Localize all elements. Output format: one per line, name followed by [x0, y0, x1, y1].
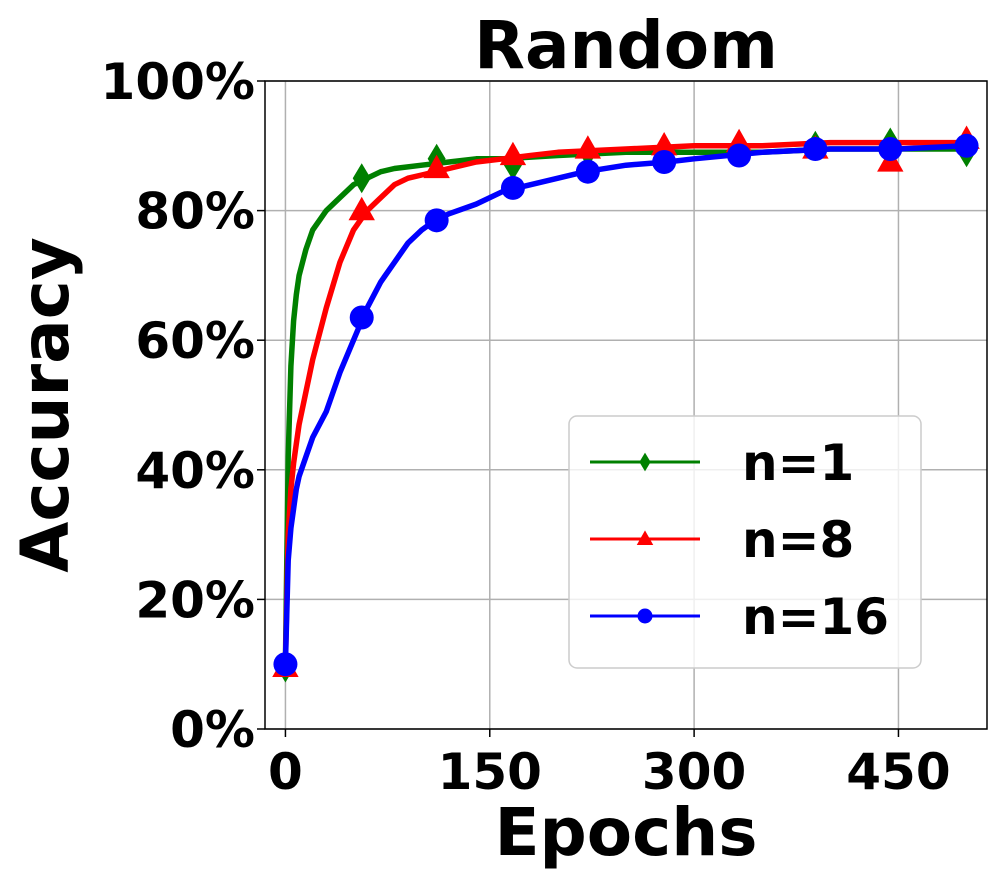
- series-marker: [352, 163, 371, 194]
- x-axis-label: Epochs: [494, 794, 757, 871]
- series-marker: [349, 305, 374, 330]
- x-tick-label: 450: [846, 743, 950, 801]
- y-tick-label: 20%: [135, 571, 255, 629]
- legend-marker: [639, 452, 651, 472]
- series-marker: [273, 652, 298, 677]
- legend-marker: [637, 608, 653, 624]
- legend-label: n=16: [742, 588, 889, 646]
- x-tick-label: 300: [642, 743, 746, 801]
- series-marker: [652, 150, 677, 174]
- series-marker: [575, 159, 600, 184]
- series-marker: [954, 133, 979, 158]
- series-marker: [650, 132, 678, 156]
- legend-marker: [636, 530, 654, 545]
- series-marker: [424, 208, 449, 233]
- y-tick-label: 60%: [135, 312, 255, 370]
- y-tick-label: 100%: [101, 53, 255, 111]
- legend-item: n=1: [590, 434, 854, 492]
- legend: n=1 n=8 n=16: [568, 415, 922, 669]
- legend-label: n=1: [742, 434, 854, 492]
- series-marker: [574, 135, 602, 159]
- y-tick-label: 80%: [135, 183, 255, 241]
- series-line: [282, 146, 970, 667]
- y-tick-label: 0%: [170, 701, 255, 759]
- legend-item: n=16: [590, 588, 889, 646]
- legend-box: [568, 415, 922, 669]
- legend-label: n=8: [742, 511, 854, 569]
- chart-title: Random: [474, 7, 778, 84]
- axis-ticks: 0% 20% 40% 60% 80% 100% 0 150 300 450: [101, 53, 951, 801]
- series-marker: [803, 137, 828, 162]
- x-tick-label: 0: [268, 743, 303, 801]
- y-axis-label: Accuracy: [7, 237, 84, 573]
- legend-item: n=8: [590, 511, 854, 569]
- series-layer: [272, 125, 980, 683]
- x-tick-label: 150: [438, 743, 542, 801]
- series-marker: [878, 137, 903, 162]
- series-marker: [727, 143, 752, 168]
- series-marker: [348, 196, 375, 221]
- series-marker: [500, 175, 525, 200]
- series-marker: [423, 154, 450, 179]
- plot-frame: [264, 80, 988, 730]
- series-3: [273, 133, 979, 677]
- series-marker: [499, 141, 527, 166]
- y-tick-label: 40%: [135, 442, 255, 500]
